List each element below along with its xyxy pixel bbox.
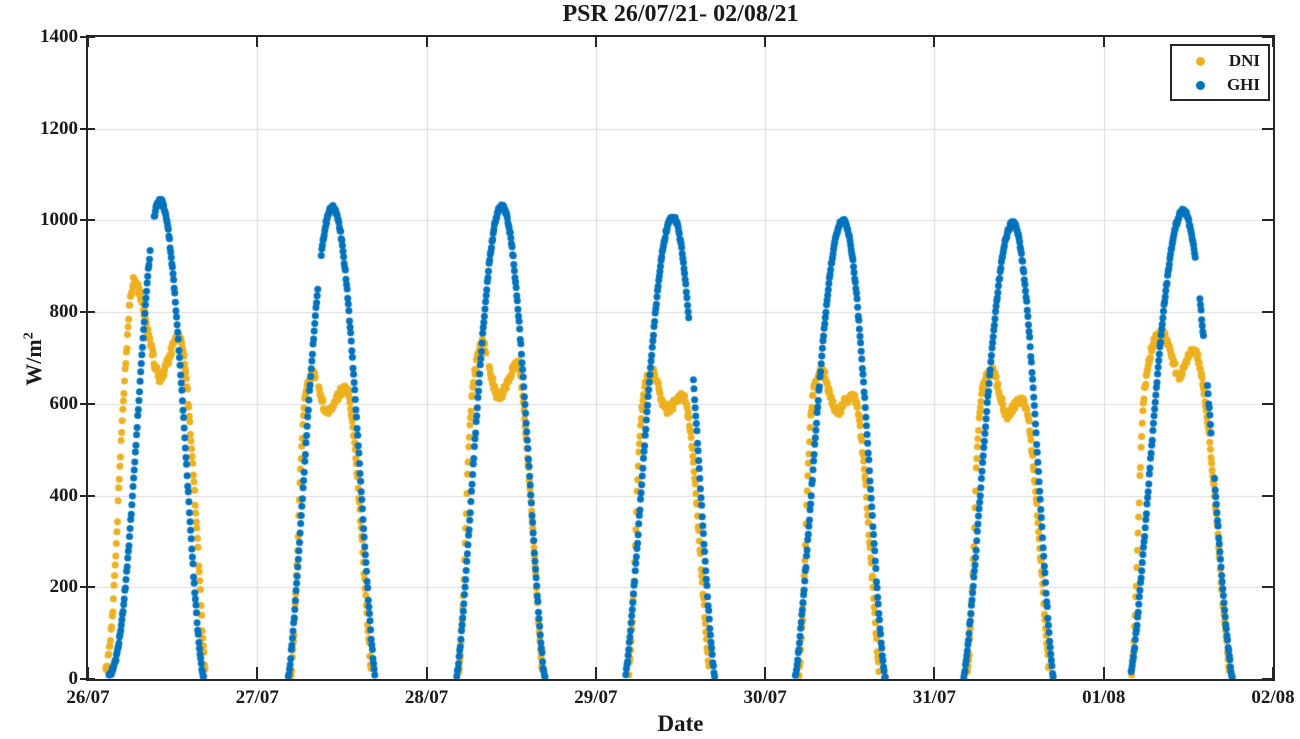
axis-tick: [1102, 37, 1105, 47]
scatter-plot-canvas: [88, 37, 1273, 679]
axis-tick: [933, 667, 936, 679]
axis-tick: [80, 402, 95, 405]
axis-tick: [80, 127, 95, 130]
y-tick-label: 1000: [40, 209, 78, 231]
y-tick-label: 600: [49, 392, 79, 414]
axis-tick: [764, 667, 767, 679]
axis-tick: [80, 219, 95, 222]
axis-tick: [1102, 667, 1105, 679]
ghi-marker-icon: [1196, 80, 1205, 90]
x-axis-label: Date: [657, 711, 704, 736]
axis-tick: [425, 667, 428, 679]
axis-tick: [80, 586, 95, 589]
axis-tick: [87, 667, 89, 679]
x-tick-label: 30/07: [743, 687, 787, 708]
axis-tick: [1262, 219, 1273, 222]
axis-tick: [594, 37, 597, 47]
x-tick-label: 29/07: [574, 687, 618, 708]
y-axis-label-base: W/m: [21, 339, 46, 386]
axis-tick: [256, 667, 259, 679]
axis-tick: [80, 678, 95, 680]
y-tick-label: 1200: [40, 117, 78, 139]
axis-tick: [1262, 402, 1273, 405]
x-tick-label: 02/08: [1251, 687, 1295, 708]
axis-tick: [80, 311, 95, 314]
x-tick-label: 28/07: [404, 687, 449, 708]
x-tick-label: 01/08: [1082, 687, 1126, 708]
legend: DNI GHI: [1170, 44, 1270, 101]
axis-tick: [1262, 494, 1273, 497]
legend-item-ghi: GHI: [1172, 73, 1268, 97]
y-tick-label: 400: [49, 484, 79, 506]
y-axis-label: W/m2: [21, 269, 47, 449]
dni-marker-icon: [1196, 56, 1205, 66]
y-axis-label-exponent: 2: [21, 332, 37, 340]
axis-tick: [1262, 36, 1273, 38]
axis-tick: [1262, 127, 1273, 130]
axis-tick: [1262, 586, 1273, 589]
legend-label-ghi: GHI: [1226, 75, 1260, 94]
y-tick-label: 0: [68, 668, 79, 689]
x-tick-label: 27/07: [235, 687, 279, 708]
axis-tick: [1272, 37, 1274, 47]
axis-tick: [80, 494, 95, 497]
y-tick-label: 1400: [40, 26, 78, 47]
legend-item-dni: DNI: [1172, 49, 1268, 73]
axis-tick: [594, 667, 597, 679]
legend-label-dni: DNI: [1228, 51, 1260, 70]
axis-tick: [933, 37, 936, 47]
axis-tick: [1262, 311, 1273, 314]
chart-title: PSR 26/07/21- 02/08/21: [562, 1, 799, 27]
y-tick-label: 800: [49, 301, 79, 323]
axis-tick: [256, 37, 259, 47]
x-tick-label: 26/07: [66, 687, 110, 708]
axis-tick: [764, 37, 767, 47]
axis-tick: [87, 37, 89, 47]
x-tick-label: 31/07: [912, 687, 957, 708]
axis-tick: [1272, 667, 1274, 679]
y-tick-label: 200: [49, 576, 79, 598]
axis-tick: [425, 37, 428, 47]
plot-area: [86, 35, 1275, 681]
axis-tick: [1262, 678, 1273, 680]
